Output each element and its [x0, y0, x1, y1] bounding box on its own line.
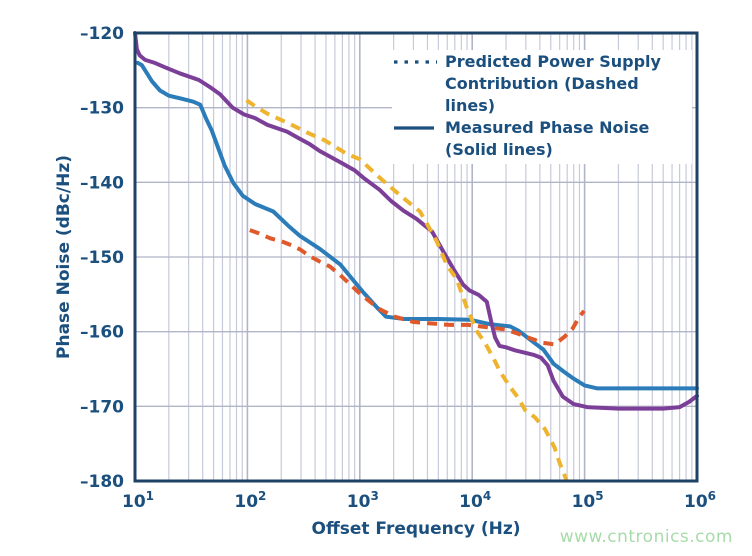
y-axis-title: Phase Noise (dBc/Hz) — [54, 155, 74, 359]
x-tick-label: 104 — [459, 489, 491, 512]
plot-border — [133, 31, 699, 483]
dashed-line-swatch — [394, 60, 437, 64]
solid-line-swatch — [394, 126, 434, 130]
x-tick-label: 102 — [234, 489, 266, 512]
y-tick-label: –120 — [80, 24, 124, 44]
legend-item-measured: Measured Phase Noise (Solid lines) — [392, 117, 692, 161]
legend-label-measured: Measured Phase Noise (Solid lines) — [445, 118, 650, 159]
legend-label-predicted: Predicted Power Supply Contribution (Das… — [445, 52, 661, 115]
x-tick-label: 106 — [684, 489, 716, 512]
series-measured-phase-noise-purple — [133, 31, 699, 411]
x-axis-title: Offset Frequency (Hz) — [311, 519, 521, 539]
series-predicted-supply-contribution-yellow — [245, 98, 569, 482]
legend: Predicted Power Supply Contribution (Das… — [392, 50, 692, 164]
legend-item-predicted: Predicted Power Supply Contribution (Das… — [392, 51, 692, 117]
x-tick-label: 103 — [347, 489, 379, 512]
x-tick-label: 101 — [122, 489, 154, 512]
y-tick-label: –130 — [80, 99, 124, 119]
y-tick-label: –170 — [80, 397, 124, 417]
y-tick-label: –180 — [80, 472, 124, 492]
x-tick-label: 105 — [572, 489, 604, 512]
y-tick-label: –160 — [80, 323, 124, 343]
watermark: www.cntronics.com — [559, 527, 733, 547]
series-measured-phase-noise-blue — [135, 60, 699, 391]
series-predicted-supply-contribution-orange — [249, 228, 586, 347]
y-tick-label: –140 — [80, 173, 124, 193]
y-tick-label: –150 — [80, 248, 124, 268]
